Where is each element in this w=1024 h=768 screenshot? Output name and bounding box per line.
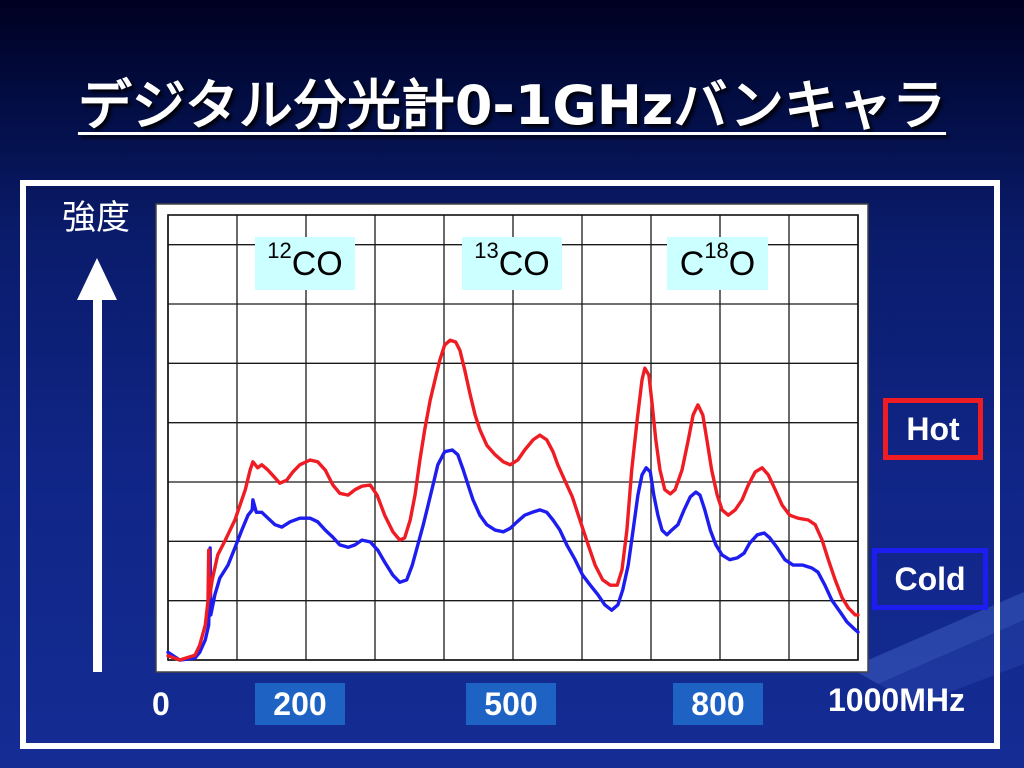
arrow-up-icon [77,258,117,300]
legend-item-hot: Hot [883,398,983,460]
x-tick-label: 0 [152,686,170,722]
y-axis-label: 強度 [62,198,130,238]
line-label-molecule: CO [291,244,343,283]
line-label-prefix: C [679,244,705,283]
line-label-isotope: 12 [267,237,292,263]
content-frame [20,180,1000,749]
x-tick-label: 200 [255,683,345,725]
line-label-molecule: CO [498,244,550,283]
x-tick-label: 500 [466,683,556,725]
x-tick-label: 800 [673,683,763,725]
y-axis-arrow-shaft [93,296,102,672]
slide-title: デジタル分光計0-1GHzバンキャラ [77,74,947,137]
line-label-12co: 12 CO [255,237,355,290]
x-tick-label: 1000MHz [828,682,965,718]
line-label-isotope: 13 [474,237,499,263]
series-line-hot [166,338,860,662]
legend-item-cold: Cold [872,548,988,610]
line-label-molecule: O [728,244,756,283]
line-label-c18o: C 18 O [667,237,768,290]
line-label-13co: 13 CO [462,237,562,290]
line-label-isotope: 18 [704,237,729,263]
plot-frame [167,214,859,661]
series-group [166,338,860,662]
series-line-cold [166,448,860,662]
